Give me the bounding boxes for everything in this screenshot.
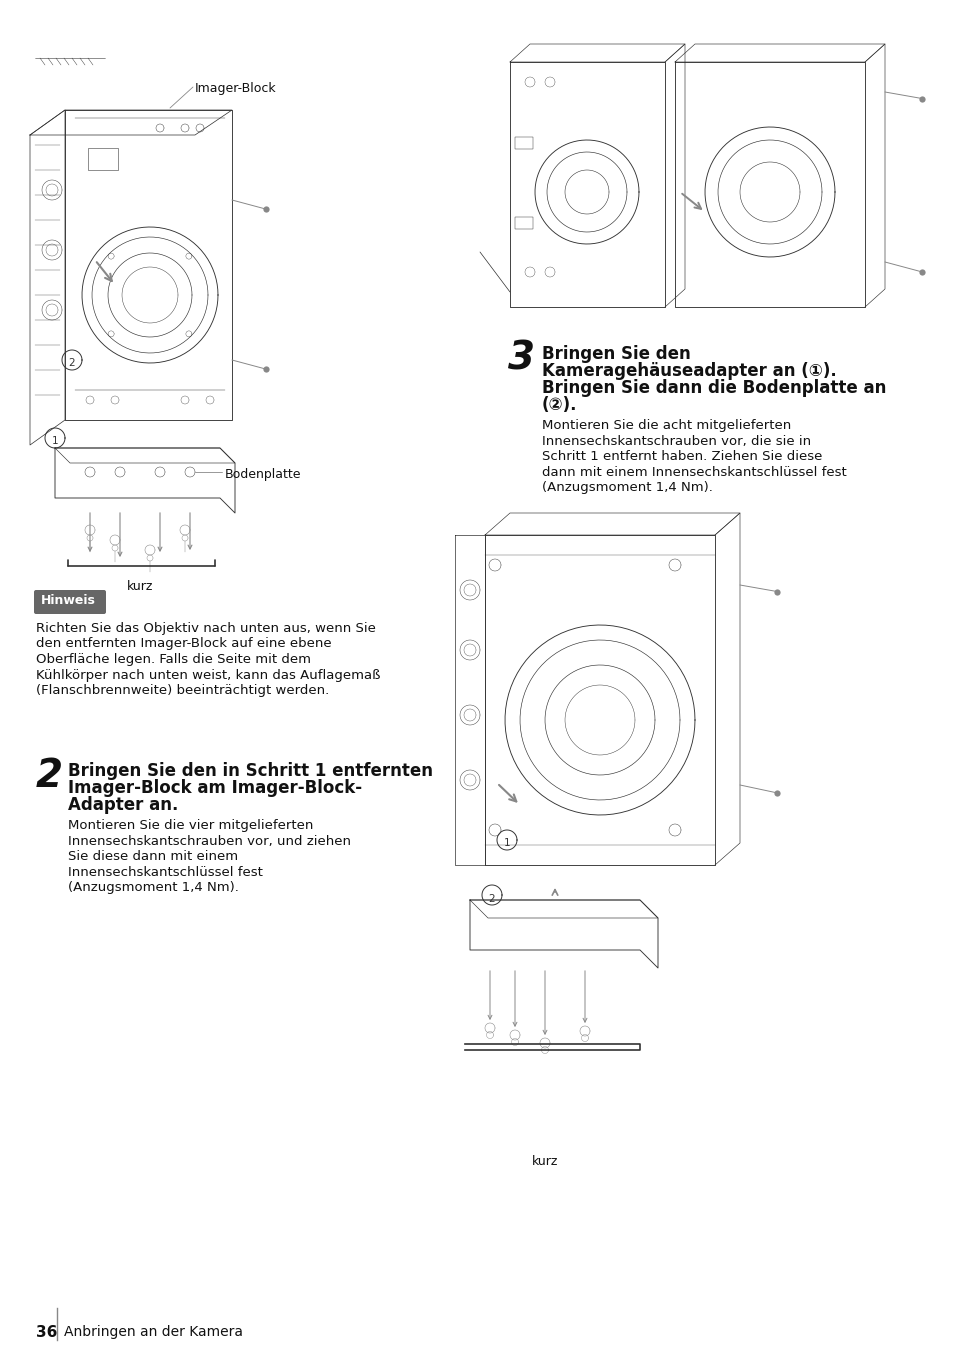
Bar xyxy=(515,218,533,228)
Text: Bringen Sie den in Schritt 1 entfernten: Bringen Sie den in Schritt 1 entfernten xyxy=(68,763,433,780)
Polygon shape xyxy=(497,830,517,850)
Text: Adapter an.: Adapter an. xyxy=(68,796,178,814)
Bar xyxy=(515,137,533,149)
Text: 2: 2 xyxy=(69,358,75,369)
Text: 1: 1 xyxy=(503,838,510,849)
Text: 3: 3 xyxy=(507,339,535,379)
Text: 2: 2 xyxy=(488,894,495,903)
Text: Schritt 1 entfernt haben. Ziehen Sie diese: Schritt 1 entfernt haben. Ziehen Sie die… xyxy=(541,450,821,462)
Text: Innensechskantschlüssel fest: Innensechskantschlüssel fest xyxy=(68,865,263,879)
Text: Anbringen an der Kamera: Anbringen an der Kamera xyxy=(64,1325,243,1338)
Text: Hinweis: Hinweis xyxy=(41,594,95,607)
Text: Imager-Block am Imager-Block-: Imager-Block am Imager-Block- xyxy=(68,779,362,796)
Text: (Anzugsmoment 1,4 Nm).: (Anzugsmoment 1,4 Nm). xyxy=(541,481,712,493)
Text: Kühlkörper nach unten weist, kann das Auflagemaß: Kühlkörper nach unten weist, kann das Au… xyxy=(36,668,380,681)
Polygon shape xyxy=(45,429,65,448)
Text: 1: 1 xyxy=(51,437,58,446)
Text: Innensechskantschrauben vor, und ziehen: Innensechskantschrauben vor, und ziehen xyxy=(68,834,351,848)
Text: den entfernten Imager-Block auf eine ebene: den entfernten Imager-Block auf eine ebe… xyxy=(36,638,332,650)
Polygon shape xyxy=(481,886,501,904)
Text: (Anzugsmoment 1,4 Nm).: (Anzugsmoment 1,4 Nm). xyxy=(68,882,238,894)
Text: 2: 2 xyxy=(36,757,63,795)
Bar xyxy=(88,147,118,170)
Text: Bringen Sie den: Bringen Sie den xyxy=(541,345,690,362)
Polygon shape xyxy=(62,350,82,370)
Text: dann mit einem Innensechskantschlüssel fest: dann mit einem Innensechskantschlüssel f… xyxy=(541,465,846,479)
Text: kurz: kurz xyxy=(531,1155,558,1168)
Text: Montieren Sie die acht mitgelieferten: Montieren Sie die acht mitgelieferten xyxy=(541,419,790,433)
Text: Bringen Sie dann die Bodenplatte an: Bringen Sie dann die Bodenplatte an xyxy=(541,379,885,397)
FancyBboxPatch shape xyxy=(34,589,106,614)
Text: (Flanschbrennweite) beeinträchtigt werden.: (Flanschbrennweite) beeinträchtigt werde… xyxy=(36,684,329,698)
Text: Imager-Block: Imager-Block xyxy=(194,82,276,95)
Text: Richten Sie das Objektiv nach unten aus, wenn Sie: Richten Sie das Objektiv nach unten aus,… xyxy=(36,622,375,635)
Text: Bodenplatte: Bodenplatte xyxy=(225,468,301,481)
Text: (②).: (②). xyxy=(541,396,577,414)
Text: kurz: kurz xyxy=(127,580,153,594)
Text: Oberfläche legen. Falls die Seite mit dem: Oberfläche legen. Falls die Seite mit de… xyxy=(36,653,311,667)
Text: Innensechskantschrauben vor, die sie in: Innensechskantschrauben vor, die sie in xyxy=(541,434,810,448)
Text: Kameragehäuseadapter an (①).: Kameragehäuseadapter an (①). xyxy=(541,362,836,380)
Text: 36: 36 xyxy=(36,1325,57,1340)
Text: Montieren Sie die vier mitgelieferten: Montieren Sie die vier mitgelieferten xyxy=(68,819,313,831)
Text: Sie diese dann mit einem: Sie diese dann mit einem xyxy=(68,850,238,863)
